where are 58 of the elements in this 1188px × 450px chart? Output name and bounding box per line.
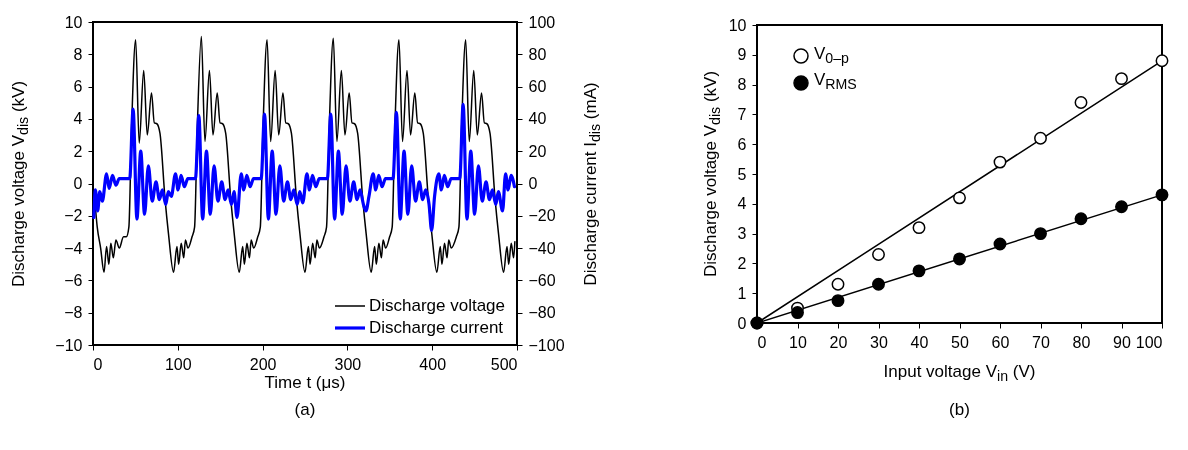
text: (a)	[294, 400, 316, 420]
x-tick-label: 60	[991, 333, 1010, 351]
y-tick-label: 2	[737, 254, 747, 272]
y-tick-label: 10	[728, 16, 747, 34]
legend-label: V$_{0–p}$	[814, 43, 849, 69]
x-tick-label: 80	[1072, 333, 1091, 351]
y-tick-label: 8	[73, 45, 83, 63]
y-tick-label: 2	[73, 142, 83, 160]
y-tick-label: 0	[73, 175, 83, 192]
legend-label: V$_{RMS}$	[814, 69, 857, 95]
x-tick-label: 0	[757, 333, 767, 351]
x-tick-label: 200	[249, 355, 277, 373]
x-tick-label: 20	[829, 333, 848, 351]
legend-label: Discharge voltage	[368, 295, 505, 317]
x-tick-label: 500	[490, 355, 518, 373]
y2-tick-label: −40	[528, 239, 556, 257]
y-tick-label: −2	[64, 207, 83, 225]
y2-tick-label: 20	[528, 142, 547, 160]
x-tick-label: 10	[789, 333, 807, 351]
x-axis-title: Time t (μs)	[264, 373, 346, 393]
y-tick-label: 7	[737, 105, 747, 123]
y2-tick-label: −80	[528, 304, 556, 322]
y2-tick-label: 100	[528, 13, 556, 31]
x-tick-label: 90	[1113, 333, 1131, 351]
x-tick-label: 0	[93, 355, 103, 373]
x-tick-label: 300	[334, 355, 362, 373]
y-tick-label: −6	[64, 271, 83, 289]
y-tick-label: 0	[737, 314, 747, 332]
y2-tick-label: −100	[528, 336, 565, 354]
y-tick-label: 1	[737, 284, 747, 302]
y-tick-label: 6	[73, 78, 83, 96]
y-tick-label: −10	[55, 336, 83, 354]
x-tick-label: 50	[951, 333, 969, 351]
y-tick-label: 4	[737, 195, 747, 213]
x-tick-label: 40	[910, 333, 929, 351]
y-tick-label: 10	[64, 13, 83, 31]
x-axis-title: Input voltage V$_{in}$ (V)	[883, 361, 1036, 385]
x-tick-label: 100	[1135, 333, 1163, 351]
x-tick-label: 30	[870, 333, 888, 351]
y-tick-label: 5	[737, 165, 747, 183]
y2-tick-label: 0	[528, 175, 538, 192]
x-tick-label: 400	[419, 355, 447, 373]
y-tick-label: 4	[73, 110, 83, 128]
y-tick-label: 6	[737, 135, 747, 153]
y-tick-label: 9	[737, 46, 747, 64]
x-tick-label: 100	[164, 355, 192, 373]
text: (b)	[949, 400, 970, 420]
y-tick-label: −4	[64, 239, 83, 257]
y-tick-label: 3	[737, 225, 747, 243]
legend-label: Discharge current	[368, 317, 504, 339]
y2-tick-label: 60	[528, 78, 547, 96]
y2-tick-label: −60	[528, 271, 556, 289]
y-tick-label: 8	[737, 76, 747, 94]
y2-tick-label: 40	[528, 110, 547, 128]
y2-tick-label: −20	[528, 207, 556, 225]
y-tick-label: −8	[64, 304, 83, 322]
x-tick-label: 70	[1032, 333, 1050, 351]
y2-tick-label: 80	[528, 45, 547, 63]
